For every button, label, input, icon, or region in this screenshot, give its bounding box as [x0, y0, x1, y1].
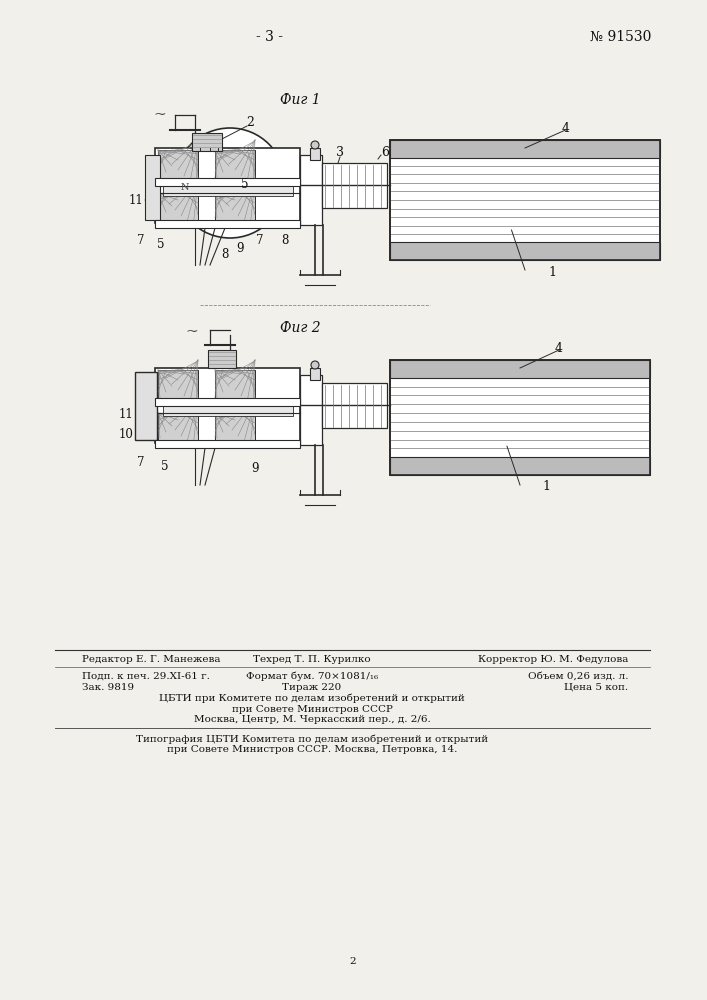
Text: Москва, Центр, М. Черкасский пер., д. 2/6.: Москва, Центр, М. Черкасский пер., д. 2/… [194, 716, 431, 724]
Bar [390, 242, 660, 260]
Bar [145, 155, 160, 220]
Text: 5: 5 [158, 238, 165, 251]
Bar [390, 140, 660, 260]
Text: Объем 0,26 изд. л.: Объем 0,26 изд. л. [527, 672, 628, 680]
Bar [163, 403, 293, 416]
Circle shape [311, 141, 319, 149]
Bar [215, 150, 255, 180]
Bar [300, 375, 322, 445]
Text: 11: 11 [118, 408, 133, 422]
Text: Корректор Ю. М. Федулова: Корректор Ю. М. Федулова [478, 654, 628, 664]
Text: 9: 9 [251, 462, 259, 475]
Text: 9: 9 [236, 241, 244, 254]
Bar [390, 360, 650, 378]
Bar [158, 150, 198, 180]
Bar [215, 413, 255, 440]
Bar [158, 370, 198, 400]
Circle shape [175, 128, 285, 238]
Text: при Совете Министров СССР: при Совете Министров СССР [232, 704, 392, 714]
Text: 3: 3 [336, 146, 344, 159]
Bar [322, 383, 387, 428]
Bar [390, 360, 650, 475]
Text: 5: 5 [241, 178, 249, 192]
Text: Техред Т. П. Курилко: Техред Т. П. Курилко [253, 654, 370, 664]
Bar [155, 178, 300, 186]
Bar [135, 372, 157, 440]
Bar [192, 133, 222, 151]
Text: 2: 2 [246, 115, 254, 128]
Text: Тираж 220: Тираж 220 [282, 682, 341, 692]
Bar [310, 148, 320, 160]
Bar [215, 370, 255, 400]
Text: 10: 10 [118, 428, 133, 442]
Text: 1: 1 [548, 265, 556, 278]
Bar [390, 140, 660, 158]
Text: 11: 11 [128, 194, 143, 207]
Text: 5: 5 [160, 460, 168, 474]
Text: № 91530: № 91530 [590, 30, 651, 44]
Text: Цена 5 коп.: Цена 5 коп. [564, 682, 628, 692]
Text: Фиг 1: Фиг 1 [280, 93, 320, 107]
Bar [310, 368, 320, 380]
Text: Формат бум. 70×1081/₁₆: Формат бум. 70×1081/₁₆ [246, 671, 378, 681]
Bar [300, 155, 322, 225]
Bar [390, 457, 650, 475]
Text: 7: 7 [137, 233, 145, 246]
Bar [158, 413, 198, 440]
Text: ~: ~ [186, 325, 199, 339]
Bar [155, 398, 300, 406]
Text: 8: 8 [281, 233, 288, 246]
Text: N: N [181, 184, 189, 192]
Text: 4: 4 [561, 121, 570, 134]
Text: 6: 6 [381, 145, 389, 158]
Text: при Совете Министров СССР. Москва, Петровка, 14.: при Совете Министров СССР. Москва, Петро… [167, 746, 457, 754]
Bar [322, 163, 387, 208]
Text: ~: ~ [153, 108, 166, 122]
Bar [390, 360, 650, 475]
Text: Подп. к печ. 29.XI-61 г.: Подп. к печ. 29.XI-61 г. [82, 672, 210, 680]
Text: - 3 -: - 3 - [257, 30, 284, 44]
Bar [155, 440, 300, 448]
Text: 4: 4 [555, 342, 563, 355]
Text: Редактор Е. Г. Манежева: Редактор Е. Г. Манежева [82, 654, 221, 664]
Text: 7: 7 [256, 233, 264, 246]
Bar [155, 220, 300, 228]
Bar [215, 193, 255, 220]
Bar [158, 193, 198, 220]
Text: ЦБТИ при Комитете по делам изобретений и открытий: ЦБТИ при Комитете по делам изобретений и… [159, 693, 465, 703]
Bar [163, 183, 293, 196]
Text: 1: 1 [542, 481, 550, 493]
Text: Зак. 9819: Зак. 9819 [82, 682, 134, 692]
Text: 2: 2 [350, 958, 356, 966]
Bar [208, 350, 236, 368]
Bar [155, 368, 300, 443]
Text: 8: 8 [221, 248, 228, 261]
Text: Типография ЦБТИ Комитета по делам изобретений и открытий: Типография ЦБТИ Комитета по делам изобре… [136, 734, 488, 744]
Bar [390, 140, 660, 260]
Text: Фиг 2: Фиг 2 [280, 321, 320, 335]
Circle shape [311, 361, 319, 369]
Bar [155, 148, 300, 223]
Text: 7: 7 [137, 456, 145, 468]
